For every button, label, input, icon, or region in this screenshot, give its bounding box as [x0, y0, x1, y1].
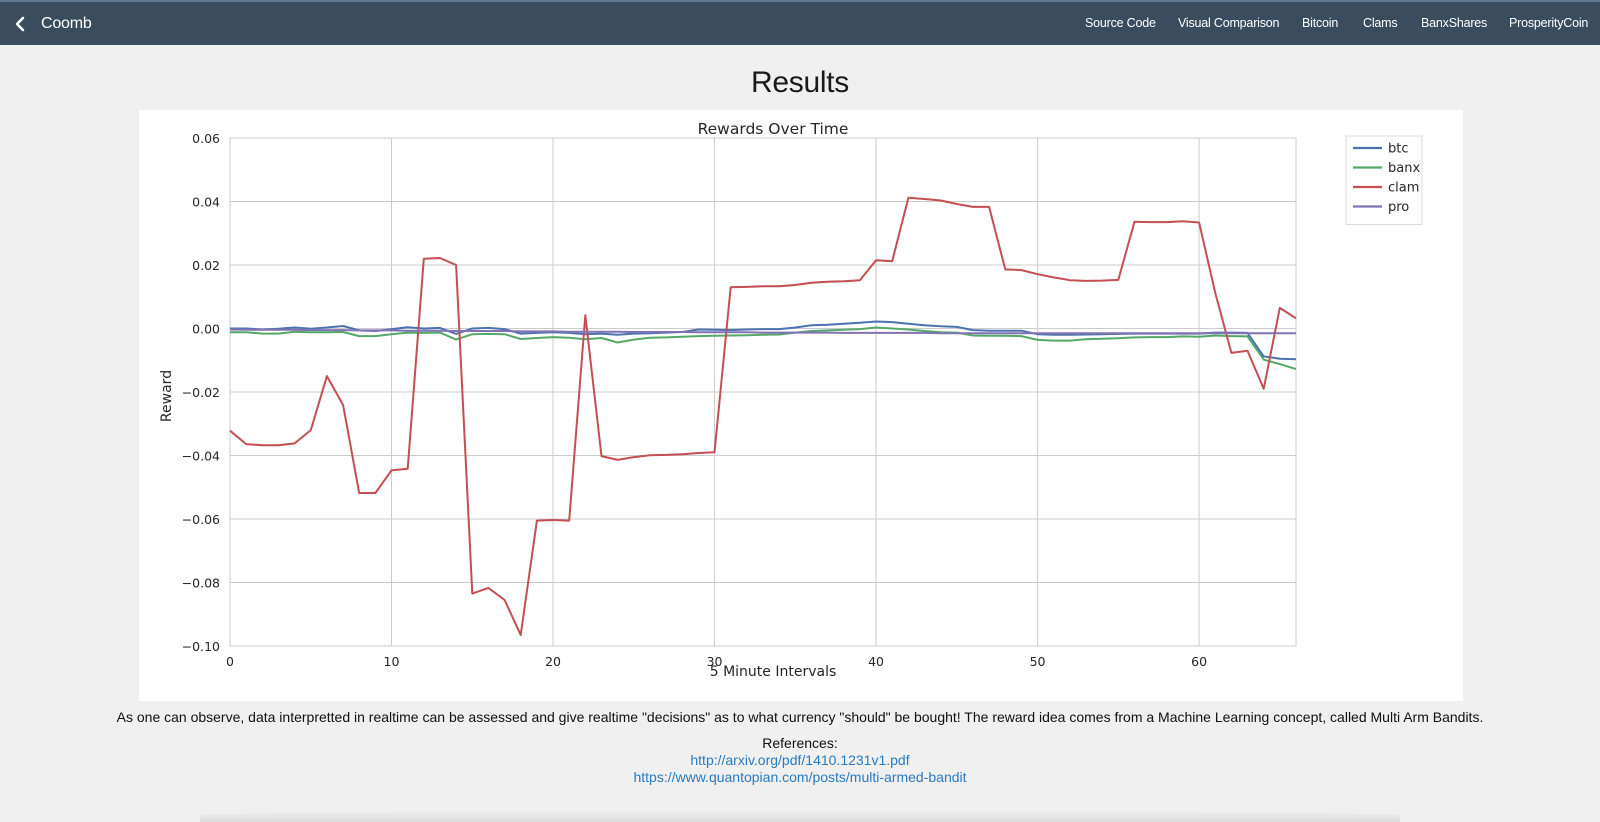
- series-line-clam: [229, 196, 1297, 636]
- y-tick-label: −0.02: [182, 385, 220, 400]
- reference-link-quantopian[interactable]: https://www.quantopian.com/posts/multi-a…: [633, 769, 967, 785]
- y-tick-label: −0.04: [182, 449, 220, 464]
- nav-link-visual-comparison[interactable]: Visual Comparison: [1178, 16, 1280, 30]
- nav-link-banxshares[interactable]: BanxShares: [1421, 16, 1488, 30]
- legend-box: [1345, 135, 1423, 225]
- chart-container: 0 10 20 30 40 50 60 0.06 0.04 0.02 0.00 −0.02 −0.04 −…: [139, 110, 1463, 701]
- reference-link-arxiv[interactable]: http://arxiv.org/pdf/1410.1231v1.pdf: [690, 752, 910, 768]
- nav-link-clams[interactable]: Clams: [1363, 16, 1398, 30]
- x-tick-label: 10: [384, 654, 400, 669]
- y-axis-label: Reward: [159, 370, 175, 422]
- chevron-left-icon: [15, 16, 25, 31]
- legend-label-clam: clam: [1388, 181, 1419, 196]
- x-tick-label: 40: [868, 654, 884, 669]
- x-tick-label: 0: [226, 654, 234, 669]
- x-tick-label: 60: [1191, 654, 1207, 669]
- rewards-chart: 0 10 20 30 40 50 60 0.06 0.04 0.02 0.00 −0.02 −0.04 −…: [139, 110, 1463, 701]
- x-tick-label: 20: [545, 654, 561, 669]
- series-line-banx: [230, 326, 1297, 371]
- x-tick-label: 30: [707, 654, 723, 669]
- x-tick-label: 50: [1030, 654, 1046, 669]
- x-axis-label: 5 Minute Intervals: [710, 664, 837, 680]
- y-tick-label: 0.00: [192, 322, 220, 337]
- series-line-pro: [229, 328, 1296, 335]
- nav-link-bitcoin[interactable]: Bitcoin: [1302, 16, 1339, 30]
- y-tick-label: 0.04: [192, 195, 220, 210]
- y-tick-label: 0.06: [192, 131, 220, 146]
- brand-name: Coomb: [41, 14, 92, 32]
- references-label: References:: [762, 735, 838, 751]
- y-tick-label: −0.06: [182, 512, 220, 527]
- page-title: Results: [751, 66, 849, 99]
- chart-title: Rewards Over Time: [698, 120, 849, 138]
- page-bottom-shadow: [200, 810, 1400, 822]
- y-tick-label: 0.02: [192, 258, 220, 273]
- chart-legend: btc banx clam pro: [1345, 135, 1423, 225]
- nav-link-source-code[interactable]: Source Code: [1085, 16, 1156, 30]
- y-tick-label: −0.10: [182, 639, 220, 654]
- y-tick-label: −0.08: [182, 576, 220, 591]
- top-navbar: Coomb Source Code Visual Comparison Bitc…: [0, 0, 1600, 45]
- legend-label-pro: pro: [1388, 200, 1409, 215]
- legend-label-btc: btc: [1388, 142, 1409, 157]
- back-home-link[interactable]: Coomb: [12, 2, 92, 45]
- results-caption: As one can observe, data interpretted in…: [116, 709, 1484, 725]
- legend-label-banx: banx: [1388, 161, 1420, 176]
- nav-link-prosperitycoin[interactable]: ProsperityCoin: [1509, 16, 1589, 30]
